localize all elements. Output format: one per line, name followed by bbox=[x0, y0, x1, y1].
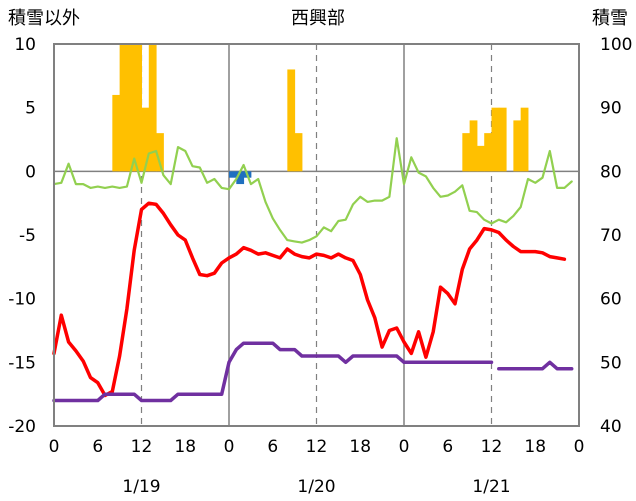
date-labels: 1/19 1/20 1/21 bbox=[122, 477, 510, 497]
bar bbox=[112, 94, 121, 172]
hour-tick-label: 0 bbox=[574, 437, 585, 457]
hour-tick-label: 18 bbox=[174, 437, 196, 457]
hour-tick-label: 0 bbox=[224, 437, 235, 457]
bar bbox=[287, 69, 296, 172]
hour-tick-label: 6 bbox=[442, 437, 453, 457]
wind-line bbox=[52, 137, 573, 244]
temperature-line bbox=[52, 201, 567, 398]
right-tick-label: 50 bbox=[600, 353, 622, 373]
hour-tick-label: 12 bbox=[306, 437, 328, 457]
bar bbox=[476, 145, 485, 172]
bar bbox=[119, 44, 128, 172]
x-hour-ticks: 0 6 12 18 0 6 12 18 0 6 12 18 0 bbox=[49, 437, 585, 457]
left-tick-label: 5 bbox=[25, 99, 36, 119]
left-tick-label: -10 bbox=[8, 290, 36, 310]
hour-tick-label: 12 bbox=[131, 437, 153, 457]
bar bbox=[462, 133, 471, 172]
left-y-ticks: 10 5 0 -5 -10 -15 -20 bbox=[8, 35, 36, 437]
left-tick-label: -5 bbox=[19, 226, 36, 246]
right-axis-label: 積雪 bbox=[592, 8, 628, 29]
left-tick-label: 0 bbox=[25, 162, 36, 182]
left-tick-label: 10 bbox=[14, 35, 36, 55]
hour-tick-label: 0 bbox=[399, 437, 410, 457]
bar bbox=[236, 171, 245, 185]
bar bbox=[498, 107, 507, 172]
right-tick-label: 100 bbox=[600, 35, 632, 55]
bar bbox=[520, 107, 529, 172]
date-label: 1/20 bbox=[297, 477, 335, 497]
hour-tick-label: 6 bbox=[92, 437, 103, 457]
date-label: 1/21 bbox=[472, 477, 510, 497]
bar bbox=[141, 107, 150, 172]
right-tick-label: 40 bbox=[600, 417, 622, 437]
bar bbox=[469, 120, 478, 172]
bar bbox=[294, 133, 303, 172]
plot-frame bbox=[53, 43, 580, 427]
date-label: 1/19 bbox=[122, 477, 160, 497]
hour-tick-label: 12 bbox=[481, 437, 503, 457]
right-tick-label: 90 bbox=[600, 99, 622, 119]
right-y-ticks: 100 90 80 70 60 50 40 bbox=[600, 35, 632, 437]
bar bbox=[484, 133, 492, 172]
bar bbox=[126, 44, 135, 172]
bar bbox=[148, 44, 157, 172]
snow-depth-line bbox=[52, 341, 574, 403]
hour-tick-label: 18 bbox=[524, 437, 546, 457]
bar bbox=[229, 171, 237, 178]
data-lines bbox=[52, 137, 574, 403]
hour-tick-label: 6 bbox=[267, 437, 278, 457]
hour-tick-label: 0 bbox=[49, 437, 60, 457]
chart-title: 西興部 bbox=[291, 8, 345, 29]
precipitation-bars bbox=[112, 44, 529, 185]
bar bbox=[134, 44, 142, 172]
right-tick-label: 80 bbox=[600, 162, 622, 182]
hour-tick-label: 18 bbox=[349, 437, 371, 457]
right-tick-label: 60 bbox=[600, 290, 622, 310]
left-tick-label: -20 bbox=[8, 417, 36, 437]
bar bbox=[513, 120, 522, 172]
bar bbox=[491, 107, 500, 172]
left-axis-label: 積雪以外 bbox=[8, 8, 80, 29]
right-tick-label: 70 bbox=[600, 226, 622, 246]
bar bbox=[156, 133, 164, 172]
left-tick-label: -15 bbox=[8, 353, 36, 373]
